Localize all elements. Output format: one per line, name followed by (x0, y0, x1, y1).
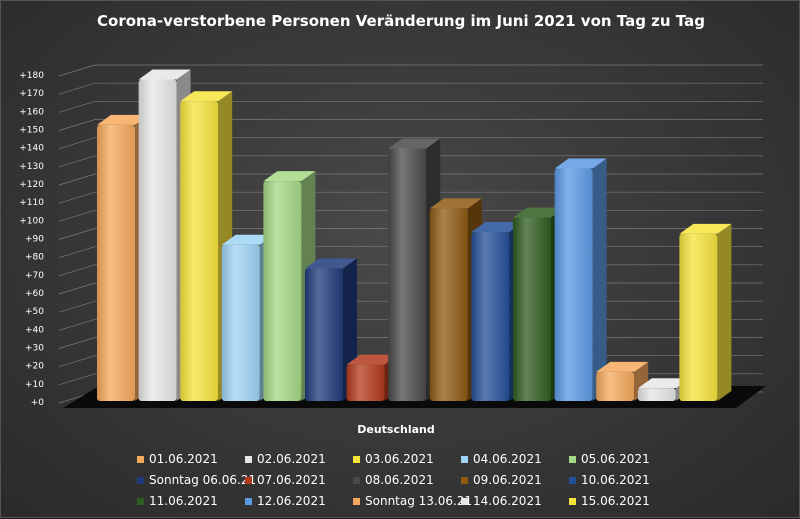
legend-swatch (569, 497, 576, 505)
y-tick-label: +50 (25, 307, 44, 317)
legend-swatch (569, 476, 576, 484)
y-tick-label: +40 (25, 325, 44, 335)
legend-swatch (461, 455, 468, 463)
y-tick-label: +10 (25, 380, 44, 390)
grid-line (58, 155, 763, 168)
legend-item: 14.06.2021 (461, 493, 542, 509)
y-tick-label: +140 (19, 144, 44, 154)
legend-swatch (137, 476, 144, 484)
legend-label: 15.06.2021 (581, 494, 650, 508)
legend-label: Sonntag 06.06.21 (149, 473, 257, 487)
y-tick-label: +120 (19, 180, 44, 190)
legend-swatch (137, 497, 144, 505)
legend-item: 12.06.2021 (245, 493, 326, 509)
legend-swatch (461, 476, 468, 484)
y-tick-label: +100 (19, 216, 44, 226)
y-tick-label: +30 (25, 344, 44, 354)
y-tick-label: +130 (19, 162, 44, 172)
legend-swatch (353, 476, 360, 484)
x-axis-label: Deutschland (357, 423, 434, 436)
y-tick-label: +180 (19, 71, 44, 81)
grid-line (58, 64, 763, 77)
legend-label: Sonntag 13.06.21 (365, 494, 473, 508)
legend-label: 10.06.2021 (581, 473, 650, 487)
legend-item: 10.06.2021 (569, 472, 650, 488)
grid-lines (58, 64, 763, 404)
grid-line (58, 137, 763, 150)
y-tick-label: +80 (25, 253, 44, 263)
legend-label: 01.06.2021 (149, 452, 218, 466)
legend-swatch (353, 497, 360, 505)
legend-item: Sonntag 06.06.21 (137, 472, 256, 488)
legend-label: 07.06.2021 (257, 473, 326, 487)
y-tick-label: +150 (19, 126, 44, 136)
legend-swatch (461, 497, 468, 505)
y-tick-label: +90 (25, 235, 44, 245)
bars (97, 69, 732, 401)
y-tick-label: +160 (19, 107, 44, 117)
legend-label: 05.06.2021 (581, 452, 650, 466)
legend-item: Sonntag 13.06.21 (353, 493, 472, 509)
legend-label: 03.06.2021 (365, 452, 434, 466)
legend-label: 04.06.2021 (473, 452, 542, 466)
y-tick-label: +0 (31, 398, 45, 408)
legend-label: 11.06.2021 (149, 494, 218, 508)
legend-swatch (353, 455, 360, 463)
legend-label: 14.06.2021 (473, 494, 542, 508)
legend-item: 08.06.2021 (353, 472, 434, 488)
y-axis-ticks: +0 +10 +20 +30 +40 +50 +60 +70 +80 +90 +100 +110 +12… (19, 71, 44, 408)
y-tick-label: +20 (25, 362, 44, 372)
legend-label: 02.06.2021 (257, 452, 326, 466)
legend-swatch (245, 497, 252, 505)
grid-line (58, 191, 763, 204)
chart-title: Corona-verstorbene Personen Veränderung … (97, 12, 705, 30)
bar (554, 158, 607, 401)
legend-item: 11.06.2021 (137, 493, 218, 509)
legend-swatch (569, 455, 576, 463)
legend-item: 03.06.2021 (353, 451, 434, 467)
y-tick-label: +170 (19, 89, 44, 99)
legend-item: 15.06.2021 (569, 493, 650, 509)
grid-line (58, 100, 763, 113)
legend-item: 07.06.2021 (245, 472, 326, 488)
legend-item: 02.06.2021 (245, 451, 326, 467)
legend-item: 09.06.2021 (461, 472, 542, 488)
legend-item: 01.06.2021 (137, 451, 218, 467)
y-tick-label: +60 (25, 289, 44, 299)
y-tick-label: +110 (19, 198, 44, 208)
legend-item: 05.06.2021 (569, 451, 650, 467)
legend-label: 09.06.2021 (473, 473, 542, 487)
grid-line (58, 82, 763, 95)
legend-label: 08.06.2021 (365, 473, 434, 487)
bar (679, 223, 732, 401)
legend-label: 12.06.2021 (257, 494, 326, 508)
legend-swatch (245, 476, 252, 484)
legend-item: 04.06.2021 (461, 451, 542, 467)
grid-line (58, 119, 763, 131)
grid-line (58, 173, 763, 186)
bar (305, 258, 357, 401)
y-tick-label: +70 (25, 271, 44, 281)
legend-swatch (137, 455, 144, 463)
legend-swatch (245, 455, 252, 463)
